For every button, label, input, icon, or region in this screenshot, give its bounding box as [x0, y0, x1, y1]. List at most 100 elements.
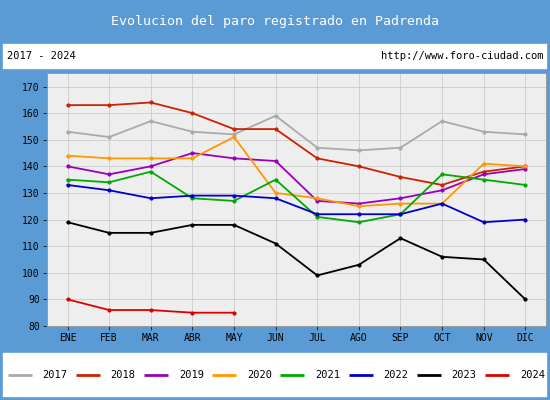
Text: 2018: 2018	[111, 370, 136, 380]
2020	[481, 161, 487, 166]
2022	[230, 193, 237, 198]
2023	[64, 220, 71, 225]
2024	[189, 310, 196, 315]
Text: 2024: 2024	[520, 370, 545, 380]
Text: Evolucion del paro registrado en Padrenda: Evolucion del paro registrado en Padrend…	[111, 14, 439, 28]
2017	[272, 113, 279, 118]
2023	[189, 222, 196, 227]
2020	[106, 156, 112, 161]
Text: http://www.foro-ciudad.com: http://www.foro-ciudad.com	[381, 51, 543, 61]
2021	[147, 169, 154, 174]
2021	[439, 172, 446, 177]
2017	[314, 145, 321, 150]
2023	[481, 257, 487, 262]
Line: 2021: 2021	[66, 170, 527, 224]
2018	[355, 164, 362, 169]
2018	[189, 111, 196, 116]
2023	[106, 230, 112, 235]
2022	[314, 212, 321, 217]
2018	[314, 156, 321, 161]
Line: 2022: 2022	[66, 184, 527, 224]
2019	[314, 198, 321, 203]
2020	[439, 201, 446, 206]
2017	[355, 148, 362, 153]
2017	[522, 132, 529, 137]
2022	[397, 212, 404, 217]
2019	[439, 188, 446, 193]
2020	[230, 135, 237, 140]
2017	[397, 145, 404, 150]
2019	[397, 196, 404, 201]
2019	[355, 201, 362, 206]
2020	[272, 190, 279, 195]
2023	[147, 230, 154, 235]
2020	[522, 164, 529, 169]
Line: 2023: 2023	[66, 221, 527, 301]
2021	[106, 180, 112, 185]
2019	[64, 164, 71, 169]
Line: 2018: 2018	[66, 101, 527, 186]
2017	[481, 129, 487, 134]
2021	[522, 182, 529, 187]
2022	[189, 193, 196, 198]
2022	[106, 188, 112, 193]
2019	[106, 172, 112, 177]
2023	[230, 222, 237, 227]
2023	[272, 241, 279, 246]
Text: 2022: 2022	[383, 370, 409, 380]
2020	[64, 153, 71, 158]
2017	[147, 119, 154, 124]
2017	[106, 135, 112, 140]
2022	[439, 201, 446, 206]
Line: 2017: 2017	[66, 114, 527, 152]
2018	[481, 169, 487, 174]
Text: 2021: 2021	[315, 370, 340, 380]
2020	[147, 156, 154, 161]
2020	[397, 201, 404, 206]
Line: 2024: 2024	[66, 298, 235, 314]
2017	[439, 119, 446, 124]
2017	[230, 132, 237, 137]
2019	[272, 159, 279, 164]
2023	[314, 273, 321, 278]
2022	[64, 182, 71, 187]
2021	[272, 177, 279, 182]
2022	[147, 196, 154, 201]
2020	[189, 156, 196, 161]
2024	[147, 308, 154, 312]
2018	[439, 182, 446, 187]
2022	[272, 196, 279, 201]
2024	[106, 308, 112, 312]
2023	[439, 254, 446, 259]
2023	[397, 236, 404, 240]
2024	[230, 310, 237, 315]
2018	[522, 164, 529, 169]
2022	[355, 212, 362, 217]
2021	[189, 196, 196, 201]
2021	[314, 214, 321, 219]
2018	[230, 127, 237, 132]
2023	[522, 297, 529, 302]
2020	[314, 196, 321, 201]
Text: 2019: 2019	[179, 370, 204, 380]
Text: 2017 - 2024: 2017 - 2024	[7, 51, 75, 61]
2021	[64, 177, 71, 182]
2021	[355, 220, 362, 225]
2024	[64, 297, 71, 302]
2019	[481, 172, 487, 177]
2022	[522, 217, 529, 222]
2018	[147, 100, 154, 105]
2017	[189, 129, 196, 134]
2018	[64, 103, 71, 108]
Line: 2020: 2020	[66, 136, 527, 208]
Line: 2019: 2019	[66, 152, 527, 205]
Text: 2017: 2017	[42, 370, 68, 380]
2022	[481, 220, 487, 225]
2019	[230, 156, 237, 161]
2018	[272, 127, 279, 132]
Text: 2020: 2020	[247, 370, 272, 380]
2017	[64, 129, 71, 134]
2019	[147, 164, 154, 169]
2020	[355, 204, 362, 209]
2021	[481, 177, 487, 182]
